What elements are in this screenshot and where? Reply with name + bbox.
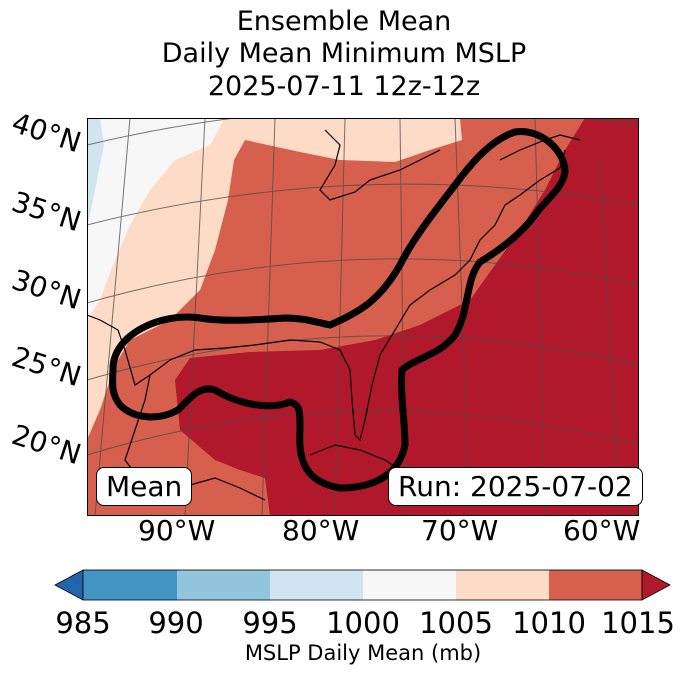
lon-label-90w: 90°W [138, 514, 216, 547]
parallel-20n [87, 410, 639, 456]
meridian-65w [534, 118, 546, 516]
run-date-box: Run: 2025-07-02 [388, 467, 643, 506]
colorbar-extend-low [54, 569, 84, 601]
lat-label-25n: 25°N [7, 340, 86, 394]
colorbar [54, 569, 671, 601]
map-panel [87, 118, 639, 516]
lat-label-20n: 20°N [7, 418, 86, 472]
title-line-2: Daily Mean Minimum MSLP [161, 38, 527, 69]
colorbar-outline [82, 569, 643, 601]
mean-box: Mean [96, 467, 193, 506]
pressure-field-995-1000 [87, 118, 104, 230]
colorbar-tick-1000: 1000 [326, 606, 400, 640]
colorbar-tick-995: 995 [242, 606, 298, 640]
pressure-field-1000-1005 [87, 118, 225, 320]
colorbar-bin-995-1000 [270, 570, 363, 600]
lat-label-30n: 30°N [7, 263, 86, 317]
lat-label-40n: 40°N [7, 106, 86, 160]
colorbar-bin-985-990 [83, 570, 177, 600]
colorbar-tick-1005: 1005 [419, 606, 493, 640]
parallel-30n [87, 258, 639, 304]
contour-1015 [109, 128, 569, 492]
coastline-gulf-atlantic [87, 149, 566, 442]
colorbar-extend-high [641, 569, 671, 601]
meridian-60w [599, 159, 621, 516]
pressure-field-1005-1010 [87, 118, 462, 440]
colorbar-bin-1010-1015 [549, 570, 642, 600]
parallel-40n [87, 118, 639, 146]
lon-label-60w: 60°W [563, 514, 641, 547]
colorbar-bin-1005-1010 [456, 570, 549, 600]
lat-label-35n: 35°N [7, 185, 86, 239]
parallel-25n [87, 335, 639, 381]
colorbar-bin-1000-1005 [363, 570, 456, 600]
coastline-cuba [309, 444, 401, 471]
colorbar-tick-1010: 1010 [512, 606, 586, 640]
title-line-3: 2025-07-11 12z-12z [207, 71, 481, 102]
lon-label-80w: 80°W [282, 514, 360, 547]
great-lakes [319, 129, 441, 201]
lon-label-70w: 70°W [421, 514, 499, 547]
parallel-35n [87, 183, 639, 226]
colorbar-tick-990: 990 [148, 606, 204, 640]
meridian-95w [94, 118, 131, 516]
map-canvas [87, 118, 639, 516]
colorbar-tick-985: 985 [55, 606, 111, 640]
colorbar-bin-990-995 [177, 570, 270, 600]
title-line-1: Ensemble Mean [236, 6, 452, 37]
colorbar-label: MSLP Daily Mean (mb) [244, 641, 482, 665]
colorbar-tick-1015: 1015 [601, 606, 675, 640]
